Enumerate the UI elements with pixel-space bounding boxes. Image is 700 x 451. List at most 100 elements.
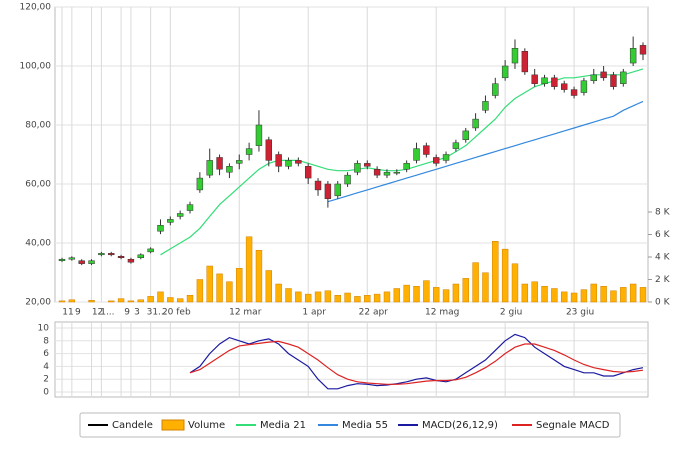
volume-bar [176,298,184,303]
volume-bar [344,292,351,303]
macd-tick-label: 2 [43,375,49,385]
candle-body [255,124,263,146]
volume-bar [226,281,233,303]
volume-bar [334,295,341,303]
candle-body [334,183,341,197]
line [327,100,644,203]
candle-body [295,160,302,164]
candle-body [157,225,164,232]
candle-body [88,260,95,264]
y-tick-label: 120,00 [20,3,52,13]
x-tick-label: 9 [75,308,81,318]
candle-body [610,74,617,87]
y-tick-label: 40,00 [25,239,51,249]
x-tick-label: 31... [147,308,167,318]
volume-bar [629,283,637,303]
legend-label: Media 55 [342,420,388,431]
candle-body [501,65,509,79]
volume-bar [127,300,135,303]
candle-body [403,163,410,170]
volume-bar [364,295,371,303]
legend-label: Candele [112,420,153,431]
volume-bar [442,289,450,303]
volume-bar [245,236,253,303]
volume-bar [580,289,588,303]
volume-bar [285,288,292,303]
candle-body [314,180,322,191]
volume-bar [551,288,558,303]
volume-bar [561,291,568,303]
candle-body [570,89,578,96]
candle-body [196,177,204,191]
volume-bar [275,283,282,303]
candle-body [383,171,391,176]
candle-body [354,163,361,173]
volume-bar [472,262,479,303]
x-tick-label: 12 mar [229,308,262,318]
x-tick-label: 2 giu [500,308,523,318]
volume-bar [452,283,460,303]
candle-body [245,148,253,155]
candle-body [285,160,292,167]
volume-bar [68,299,76,303]
y-tick-label: 80,00 [25,121,51,131]
candle-body [216,157,223,170]
candle-body [127,258,135,263]
volume-bar [462,278,469,303]
macd-tick-label: 0 [43,388,49,398]
candle-body [226,166,233,173]
volume-bar [265,270,273,303]
x-tick-label: 12 [92,308,103,318]
candle-body [432,157,440,164]
candle-body [373,169,381,176]
y2-tick-label: 0 K [655,298,671,308]
candle-body [551,77,558,87]
candle-body [108,253,115,256]
candle-body [304,166,312,179]
x-tick-label: 12 mag [425,308,459,318]
candle-body [78,260,85,264]
candle-body [167,219,174,223]
volume-bar [157,291,164,303]
candle-body [541,77,548,84]
candle-body [472,118,479,129]
volume-bar [511,263,519,303]
volume-bar [610,290,617,303]
line [189,340,644,385]
candle-body [639,45,647,55]
candle-body [413,148,420,161]
price-panel [54,6,649,303]
candle-body [462,130,469,140]
volume-bar [620,287,627,303]
line [189,333,644,390]
candle-body [482,101,489,111]
volume-bar [216,273,223,303]
y2-tick-label: 8 K [655,208,671,218]
volume-bar [324,290,332,303]
x-tick-label: 23 giu [566,308,594,318]
volume-bar [314,291,322,303]
x-tick-label: 1 apr [302,308,326,318]
legend [79,412,621,438]
volume-bar [236,268,243,303]
candle-body [117,256,125,258]
volume-bar [373,293,381,303]
macd-tick-label: 6 [43,349,49,359]
volume-bar [423,280,430,303]
volume-bar [403,284,410,303]
volume-bar [393,288,401,303]
x-tick-label: 1... [100,308,114,318]
line [160,68,644,256]
volume-bar [117,298,125,303]
volume-bar [354,296,361,303]
candle-body [629,48,637,64]
x-tick-label: 20 feb [162,308,191,318]
candle-body [98,253,105,256]
volume-bar [295,291,302,303]
candle-body [521,51,529,73]
candle-body [620,71,627,84]
candle-body [275,154,282,167]
macd-tick-label: 10 [38,324,50,334]
legend-label: Segnale MACD [536,420,610,431]
legend-swatch [161,419,185,431]
